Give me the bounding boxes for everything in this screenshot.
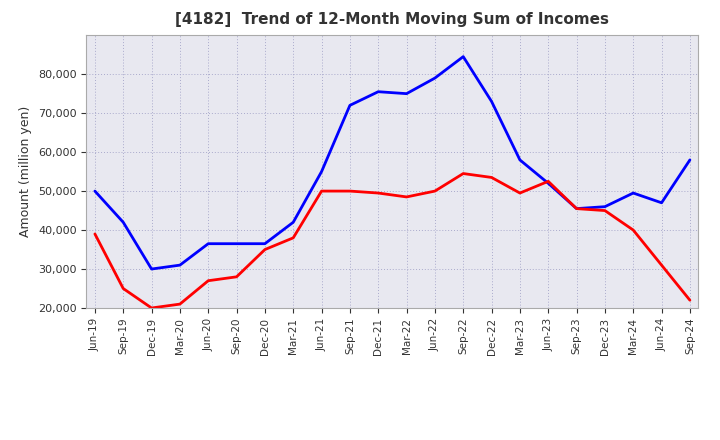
Ordinary Income	[289, 220, 297, 225]
Ordinary Income	[459, 54, 467, 59]
Ordinary Income	[629, 191, 637, 196]
Ordinary Income	[572, 206, 581, 211]
Line: Ordinary Income: Ordinary Income	[95, 57, 690, 269]
Net Income	[261, 247, 269, 252]
Net Income	[91, 231, 99, 237]
Net Income	[431, 188, 439, 194]
Ordinary Income	[544, 181, 552, 186]
Ordinary Income	[487, 99, 496, 104]
Ordinary Income	[233, 241, 241, 246]
Ordinary Income	[91, 188, 99, 194]
Net Income	[318, 188, 326, 194]
Ordinary Income	[402, 91, 411, 96]
Ordinary Income	[600, 204, 609, 209]
Net Income	[346, 188, 354, 194]
Line: Net Income: Net Income	[95, 173, 690, 308]
Net Income	[544, 179, 552, 184]
Net Income	[685, 297, 694, 303]
Ordinary Income	[261, 241, 269, 246]
Ordinary Income	[374, 89, 382, 94]
Ordinary Income	[657, 200, 666, 205]
Net Income	[176, 301, 184, 307]
Net Income	[629, 227, 637, 233]
Net Income	[657, 263, 666, 268]
Net Income	[600, 208, 609, 213]
Net Income	[233, 274, 241, 279]
Net Income	[516, 191, 524, 196]
Net Income	[204, 278, 212, 283]
Net Income	[572, 206, 581, 211]
Net Income	[148, 305, 156, 311]
Net Income	[119, 286, 127, 291]
Ordinary Income	[148, 266, 156, 271]
Ordinary Income	[119, 220, 127, 225]
Net Income	[374, 191, 382, 196]
Ordinary Income	[516, 157, 524, 162]
Net Income	[402, 194, 411, 200]
Ordinary Income	[346, 103, 354, 108]
Ordinary Income	[204, 241, 212, 246]
Title: [4182]  Trend of 12-Month Moving Sum of Incomes: [4182] Trend of 12-Month Moving Sum of I…	[176, 12, 609, 27]
Ordinary Income	[685, 157, 694, 162]
Net Income	[289, 235, 297, 241]
Ordinary Income	[431, 75, 439, 81]
Net Income	[459, 171, 467, 176]
Y-axis label: Amount (million yen): Amount (million yen)	[19, 106, 32, 237]
Ordinary Income	[318, 169, 326, 174]
Ordinary Income	[176, 263, 184, 268]
Net Income	[487, 175, 496, 180]
